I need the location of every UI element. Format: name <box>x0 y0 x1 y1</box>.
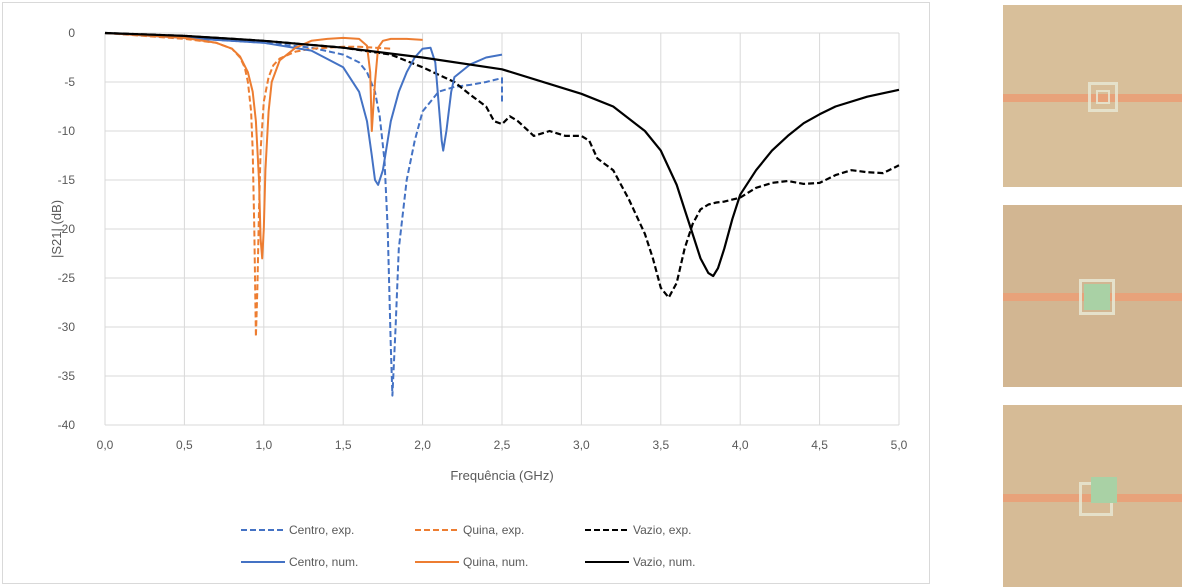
series-line <box>104 32 423 260</box>
tick-labels: 0,0 0,5 1,0 1,5 2,0 2,5 3,0 3,5 4,0 4,5 5,0 0 -5 -10 -… <box>58 26 908 452</box>
sample-patch <box>1091 477 1117 503</box>
x-tick-label: 2,5 <box>494 438 511 452</box>
photo-center <box>1003 205 1182 387</box>
resonator-ring <box>1088 82 1118 112</box>
series-line <box>104 32 503 186</box>
y-axis-title: |S21| (dB) <box>49 200 64 258</box>
legend-label: Quina, exp. <box>463 523 524 537</box>
y-tick-label: -10 <box>58 124 76 138</box>
series-line <box>104 32 391 338</box>
y-tick-label: -25 <box>58 271 76 285</box>
sample-patch <box>1084 284 1110 310</box>
y-tick-label: -5 <box>64 75 75 89</box>
microstrip-line <box>1003 94 1182 102</box>
series-layer <box>104 31 900 397</box>
x-tick-label: 3,0 <box>573 438 590 452</box>
s21-chart: 0,0 0,5 1,0 1,5 2,0 2,5 3,0 3,5 4,0 4,5 5,0 0 -5 -10 -… <box>49 26 908 569</box>
y-tick-label: -35 <box>58 369 76 383</box>
chart-frame: 0,0 0,5 1,0 1,5 2,0 2,5 3,0 3,5 4,0 4,5 5,0 0 -5 -10 -… <box>2 2 930 584</box>
y-tick-label: -20 <box>58 222 76 236</box>
y-tick-label: -30 <box>58 320 76 334</box>
x-tick-label: 4,0 <box>732 438 749 452</box>
series-line <box>104 31 900 299</box>
resonator-ring <box>1079 279 1115 315</box>
legend-label: Vazio, num. <box>633 555 695 569</box>
legend-label: Centro, exp. <box>289 523 354 537</box>
series-line <box>104 32 503 397</box>
y-tick-label: -15 <box>58 173 76 187</box>
x-axis-title: Frequência (GHz) <box>450 468 553 483</box>
x-tick-label: 1,0 <box>255 438 272 452</box>
resonator-inner-ring <box>1096 90 1110 104</box>
legend: Centro, exp. Quina, exp. Vazio, exp. Centro… <box>241 523 695 569</box>
x-tick-label: 0,0 <box>97 438 114 452</box>
photo-empty <box>1003 5 1182 187</box>
photo-corner <box>1003 405 1182 587</box>
y-tick-label: -40 <box>58 418 76 432</box>
legend-label: Centro, num. <box>289 555 358 569</box>
series-line <box>104 31 900 278</box>
x-tick-label: 4,5 <box>811 438 828 452</box>
x-tick-label: 2,0 <box>414 438 431 452</box>
x-tick-label: 1,5 <box>335 438 352 452</box>
legend-label: Vazio, exp. <box>633 523 691 537</box>
x-tick-label: 0,5 <box>176 438 193 452</box>
y-tick-label: 0 <box>68 26 75 40</box>
x-tick-label: 3,5 <box>652 438 669 452</box>
legend-label: Quina, num. <box>463 555 528 569</box>
x-tick-label: 5,0 <box>891 438 908 452</box>
